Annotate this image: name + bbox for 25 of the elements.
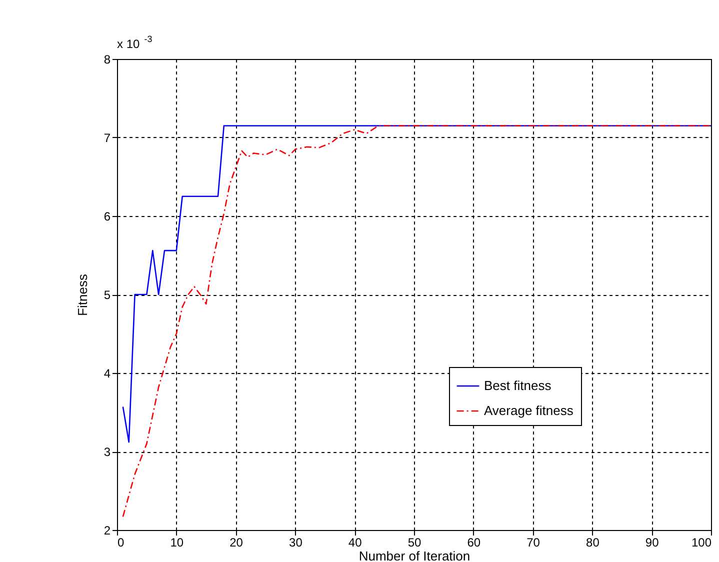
x-axis-title: Number of Iteration: [358, 548, 470, 562]
x-tick-label: 40: [348, 536, 362, 550]
y-tick-label: 8: [104, 52, 111, 66]
line-series: [122, 125, 712, 518]
x-tick-label: 60: [467, 536, 481, 550]
x-tick-label: 30: [289, 536, 303, 550]
x-tick-label: 100: [691, 536, 712, 550]
x-tick-label: 50: [408, 536, 422, 550]
x-tick-label: 90: [645, 536, 660, 550]
text: x 10-3: [117, 34, 152, 51]
x-tick-label: 70: [526, 536, 540, 550]
line-series: [122, 125, 712, 443]
x-tick-label: 10: [170, 536, 184, 550]
legend-label: Average fitness: [484, 403, 574, 418]
y-tick-label: 3: [104, 445, 111, 459]
y-tick-label: 2: [104, 524, 111, 538]
x-tick-label: 80: [586, 536, 600, 550]
x-tick-label: 20: [230, 536, 244, 550]
y-tick-label: 7: [104, 131, 111, 145]
y-axis-title: Fitness: [74, 274, 90, 316]
y-tick-label: 6: [104, 210, 111, 224]
y-tick-label: 5: [104, 288, 111, 302]
x-tick-label: 0: [118, 536, 124, 550]
y-tick-label: 4: [104, 366, 111, 380]
legend-label: Best fitness: [484, 378, 552, 393]
